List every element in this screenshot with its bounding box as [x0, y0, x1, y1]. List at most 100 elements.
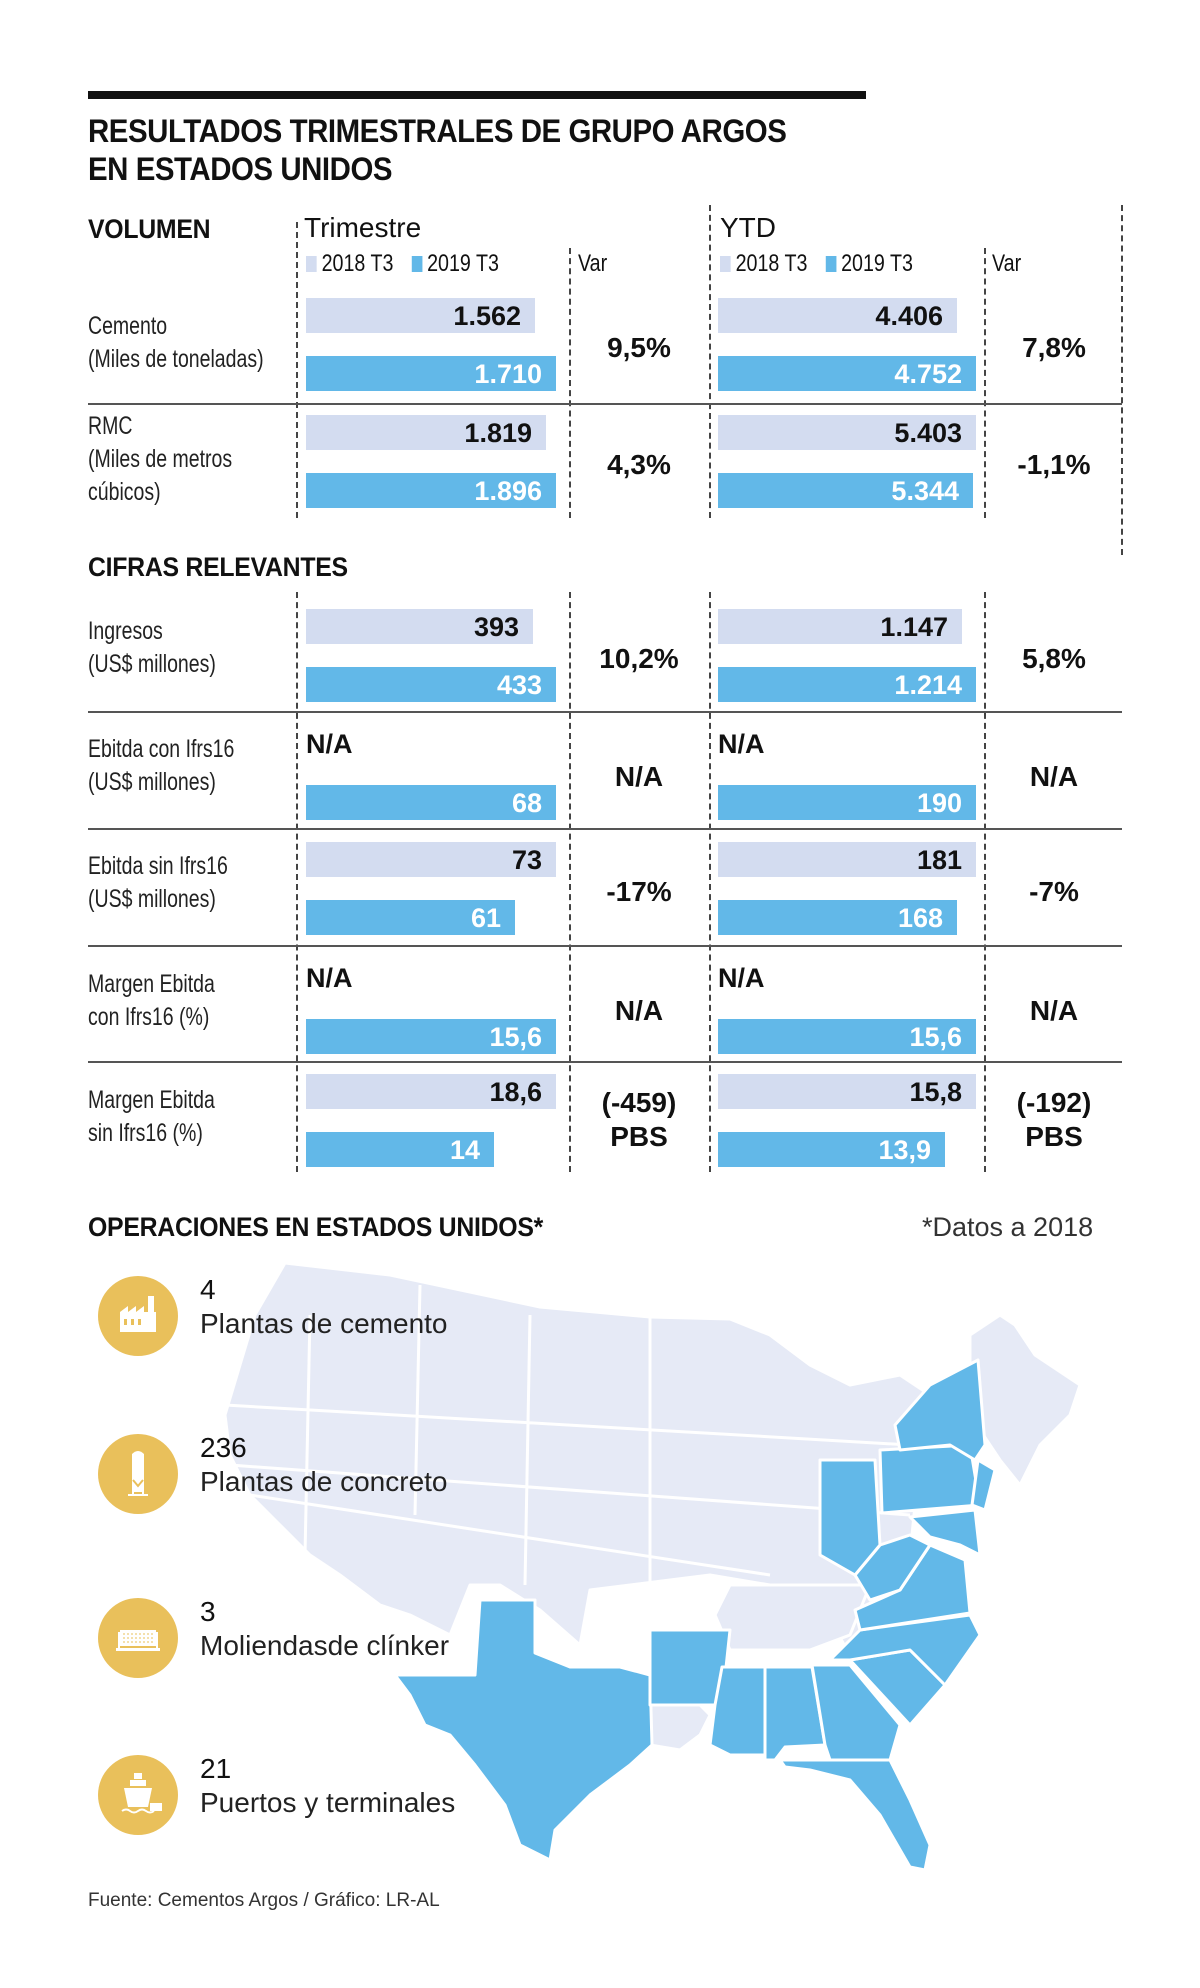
row-label: Cemento (Miles de toneladas): [88, 310, 264, 376]
bar-2018: 73: [306, 842, 556, 877]
row-label-line: con Ifrs16 (%): [88, 1003, 210, 1031]
bar-2018: 1.562: [306, 298, 535, 333]
col-header-var-trimestre: Var: [578, 250, 608, 277]
variation-text: -17%: [606, 876, 672, 907]
row-label-line: Ebitda con Ifrs16: [88, 735, 235, 763]
section-operaciones: OPERACIONES EN ESTADOS UNIDOS*: [88, 1212, 544, 1242]
column-divider: [296, 592, 298, 1172]
bar-2019: 190: [718, 785, 976, 820]
chart-title-line2: EN ESTADOS UNIDOS: [88, 151, 393, 187]
legend-ytd: 2018 T3 2019 T3: [720, 250, 913, 278]
row-label: Ingresos (US$ millones): [88, 615, 216, 681]
variation-text: 5,8%: [1022, 643, 1086, 674]
bar-2019: 433: [306, 667, 556, 702]
col-header-var-ytd: Var: [992, 250, 1022, 277]
row-label-line: Margen Ebitda: [88, 1086, 215, 1114]
row-divider: [88, 711, 1122, 713]
row-label-line: (US$ millones): [88, 768, 216, 796]
row-label-line: cúbicos): [88, 478, 161, 506]
variation-unit: PBS: [610, 1121, 668, 1152]
row-label-line: (US$ millones): [88, 650, 216, 678]
variation-value: N/A: [989, 760, 1119, 794]
row-label: Ebitda con Ifrs16 (US$ millones): [88, 733, 234, 799]
operation-label: Puertos y terminales: [200, 1787, 456, 1818]
row-label: Ebitda sin Ifrs16 (US$ millones): [88, 850, 228, 916]
bar-2018: 4.406: [718, 298, 957, 333]
variation-value: 9,5%: [574, 331, 704, 365]
variation-text: 7,8%: [1022, 332, 1086, 363]
column-divider: [709, 592, 711, 1172]
map-highlighted-states: [393, 1358, 997, 1872]
column-divider: [296, 222, 298, 518]
bar-2018: 1.147: [718, 609, 962, 644]
operation-count: 21: [200, 1753, 232, 1784]
row-label-line: (Miles de toneladas): [88, 345, 264, 373]
state-ohio: [818, 1458, 882, 1577]
variation-value: 10,2%: [574, 642, 704, 676]
bar-2019: 15,6: [306, 1019, 556, 1054]
variation-text: -1,1%: [1017, 449, 1091, 480]
variation-unit: PBS: [1025, 1121, 1083, 1152]
section-volumen: VOLUMEN: [88, 214, 211, 244]
state-mississippi: [708, 1665, 767, 1757]
chart-title: RESULTADOS TRIMESTRALES DE GRUPO ARGOS E…: [88, 112, 787, 188]
source-footer: Fuente: Cementos Argos / Gráfico: LR-AL: [88, 1890, 440, 1911]
operation-label: Plantas de concreto: [200, 1466, 448, 1497]
variation-value: N/A: [574, 994, 704, 1028]
variation-value: N/A: [989, 994, 1119, 1028]
variation-text: 4,3%: [607, 449, 671, 480]
legend-label-2018: 2018 T3: [321, 250, 394, 277]
variation-value: 7,8%: [989, 331, 1119, 365]
value-na-2018: N/A: [718, 729, 765, 759]
state-florida: [778, 1758, 932, 1872]
row-label-line: (Miles de metros: [88, 445, 233, 473]
row-label-line: Ebitda sin Ifrs16: [88, 852, 228, 880]
operation-icon-badge: [98, 1434, 178, 1514]
variation-value: (-192) PBS: [989, 1086, 1119, 1154]
bar-2019: 61: [306, 900, 515, 935]
operation-count: 4: [200, 1274, 216, 1305]
column-divider: [984, 592, 986, 1172]
bar-2019: 4.752: [718, 356, 976, 391]
row-label-line: sin Ifrs16 (%): [88, 1119, 203, 1147]
variation-value: -1,1%: [989, 448, 1119, 482]
column-divider: [709, 205, 711, 518]
variation-text: N/A: [1029, 761, 1079, 792]
legend-swatch-2019: [411, 256, 423, 272]
mill-icon: [116, 1630, 160, 1651]
bar-2018: 15,8: [718, 1074, 976, 1109]
row-label-line: Ingresos: [88, 617, 163, 645]
bar-2019: 14: [306, 1132, 494, 1167]
variation-value: -17%: [574, 875, 704, 909]
variation-value: 4,3%: [574, 448, 704, 482]
row-divider: [88, 828, 1122, 830]
bar-2018: 1.819: [306, 415, 546, 450]
variation-text: 10,2%: [599, 643, 679, 674]
bar-2019: 168: [718, 900, 957, 935]
row-label-line: RMC: [88, 412, 133, 440]
silo-icon: [128, 1451, 148, 1496]
row-label-line: Margen Ebitda: [88, 970, 215, 998]
state-new-jersey: [970, 1458, 997, 1512]
row-label: Margen Ebitda sin Ifrs16 (%): [88, 1084, 215, 1150]
operaciones-note: *Datos a 2018: [922, 1212, 1094, 1242]
variation-text: (-192): [1016, 1087, 1092, 1118]
row-label-line: Cemento: [88, 312, 168, 340]
value-na-2018: N/A: [306, 963, 353, 993]
operation-label: Moliendasde clínker: [200, 1630, 450, 1661]
variation-text: (-459): [601, 1087, 677, 1118]
row-label: Margen Ebitda con Ifrs16 (%): [88, 968, 215, 1034]
legend-label-2019: 2019 T3: [841, 250, 913, 277]
chart-title-line1: RESULTADOS TRIMESTRALES DE GRUPO ARGOS: [88, 113, 787, 149]
map-kentucky-tn: [713, 1583, 872, 1652]
bar-2018: 181: [718, 842, 976, 877]
variation-value: (-459) PBS: [574, 1086, 704, 1154]
operation-icon-badge: [98, 1598, 178, 1678]
variation-text: N/A: [614, 995, 664, 1026]
ship-icon: [121, 1773, 162, 1814]
operation-label: Plantas de cemento: [200, 1308, 448, 1339]
bar-2018: 393: [306, 609, 533, 644]
operation-count: 3: [200, 1596, 216, 1627]
factory-icon: [120, 1296, 156, 1332]
map-west: [223, 1261, 932, 1657]
